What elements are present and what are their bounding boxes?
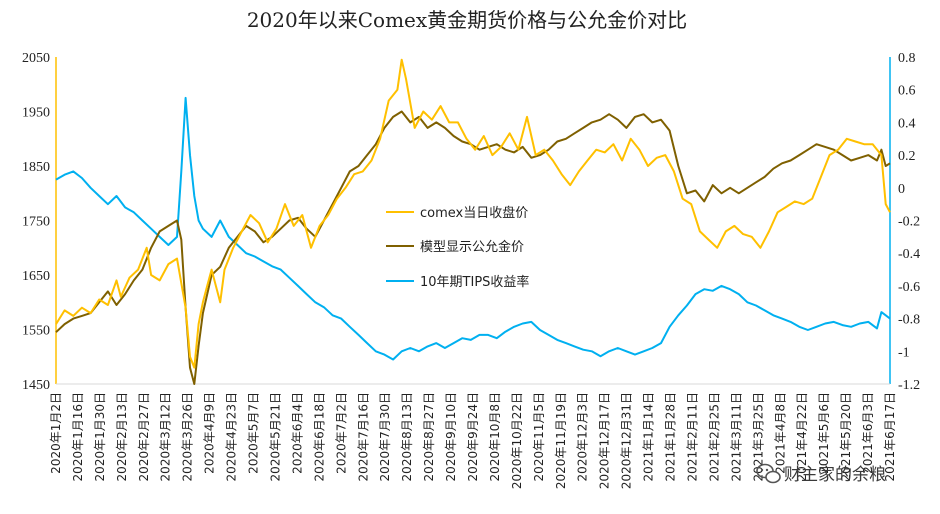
right-tick-label: 0 xyxy=(898,182,905,197)
right-tick-label: -0.6 xyxy=(898,280,920,295)
x-tick-label: 2020年1月30日 xyxy=(93,392,107,481)
x-tick-label: 2020年7月2日 xyxy=(334,392,348,474)
x-tick-label: 2020年11月19日 xyxy=(554,392,568,489)
x-tick-label: 2020年3月26日 xyxy=(181,392,195,481)
x-tick-label: 2020年3月12日 xyxy=(159,392,173,481)
left-tick-label: 1950 xyxy=(22,106,50,121)
x-tick-label: 2020年11月5日 xyxy=(532,392,546,481)
x-tick-label: 2020年5月7日 xyxy=(247,392,261,474)
chart-title: 2020年以来Comex黄金期货价格与公允金价对比 xyxy=(247,8,687,32)
tips-series-line xyxy=(55,96,891,361)
x-tick-label: 2021年5月6日 xyxy=(817,392,831,474)
x-tick-label: 2020年2月13日 xyxy=(115,392,129,481)
right-tick-label: 0.2 xyxy=(898,149,916,164)
x-tick-label: 2021年3月25日 xyxy=(751,392,765,481)
right-tick-label: 0.4 xyxy=(898,116,916,131)
left-tick-label: 1750 xyxy=(22,215,50,230)
x-tick-label: 2021年5月20日 xyxy=(839,392,853,481)
wechat-icon xyxy=(756,463,781,484)
legend-entry-comex: comex当日收盘价 xyxy=(420,205,528,221)
left-tick-label: 2050 xyxy=(22,51,50,66)
x-tick-label: 2020年7月16日 xyxy=(356,392,370,481)
x-tick-label: 2021年2月25日 xyxy=(707,392,721,481)
left-tick-label: 1850 xyxy=(22,160,50,175)
x-tick-label: 2021年4月22日 xyxy=(795,392,809,481)
x-tick-label: 2020年4月23日 xyxy=(225,392,239,481)
x-tick-label: 2020年8月13日 xyxy=(400,392,414,481)
right-tick-label: 0.6 xyxy=(898,84,916,99)
x-tick-label: 2020年6月4日 xyxy=(290,392,304,474)
x-tick-label: 2020年10月22日 xyxy=(510,392,524,489)
x-tick-label: 2021年1月28日 xyxy=(664,392,678,481)
x-tick-label: 2020年9月24日 xyxy=(466,392,480,481)
legend-entry-model: 模型显示公允金价 xyxy=(420,239,524,255)
legend-entry-tips: 10年期TIPS收益率 xyxy=(420,274,529,290)
x-tick-label: 2021年1月14日 xyxy=(642,392,656,481)
x-tick-label: 2020年7月30日 xyxy=(378,392,392,481)
comex-series-line xyxy=(55,58,891,369)
x-tick-label: 2020年1月2日 xyxy=(49,392,63,474)
x-tick-label: 2021年6月3日 xyxy=(861,392,875,474)
right-tick-label: -0.4 xyxy=(898,247,920,262)
left-tick-label: 1650 xyxy=(22,269,50,284)
x-tick-label: 2020年12月3日 xyxy=(576,392,590,481)
left-axis-ticks: 1450 1550 1650 1750 1850 1950 2050 xyxy=(22,51,50,393)
watermark: 财主家的余粮 xyxy=(756,463,886,485)
x-tick-label: 2020年2月27日 xyxy=(137,392,151,481)
right-tick-label: -0.2 xyxy=(898,215,920,230)
x-tick-label: 2020年5月21日 xyxy=(269,392,283,481)
x-tick-label: 2021年2月11日 xyxy=(686,392,700,481)
x-tick-label: 2020年6月18日 xyxy=(312,392,326,481)
right-tick-label: 0.8 xyxy=(898,51,916,66)
left-tick-label: 1550 xyxy=(22,324,50,339)
right-tick-label: -1 xyxy=(898,345,910,360)
series-layer xyxy=(55,58,891,385)
x-tick-label: 2020年12月31日 xyxy=(620,392,634,489)
watermark-text: 财主家的余粮 xyxy=(784,465,886,485)
x-tick-label: 2020年4月9日 xyxy=(203,392,217,474)
x-tick-label: 2020年1月16日 xyxy=(71,392,85,481)
x-tick-label: 2021年4月8日 xyxy=(773,392,787,474)
x-tick-label: 2020年8月27日 xyxy=(422,392,436,481)
left-tick-label: 1450 xyxy=(22,378,50,393)
right-axis-ticks: -1.2 -1 -0.8 -0.6 -0.4 -0.2 0 0.2 0.4 0.6 0.8 xyxy=(898,51,920,393)
x-tick-label: 2020年9月10日 xyxy=(444,392,458,481)
x-tick-label: 2020年10月8日 xyxy=(488,392,502,481)
x-axis-ticks: 2020年1月2日 2020年1月16日 2020年1月30日 2020年2月13日 2… xyxy=(49,392,897,489)
x-tick-label: 2021年6月17日 xyxy=(883,392,897,481)
x-tick-label: 2020年12月17日 xyxy=(598,392,612,489)
right-tick-label: -1.2 xyxy=(898,378,920,393)
x-tick-label: 2021年3月11日 xyxy=(729,392,743,481)
right-tick-label: -0.8 xyxy=(898,313,920,328)
